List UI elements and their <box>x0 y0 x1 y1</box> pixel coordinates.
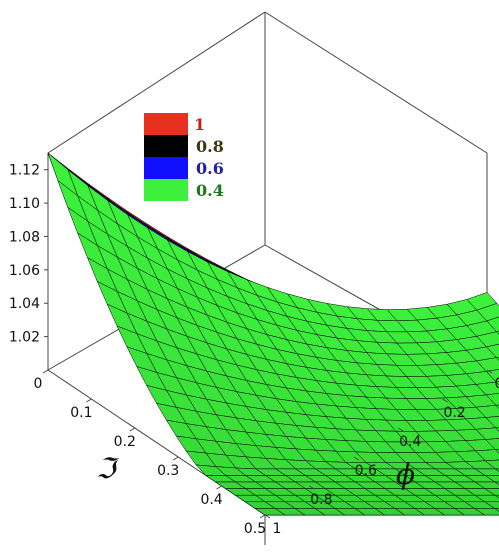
z-tick-label: 1.02 <box>9 330 40 346</box>
x-axis-title: ℑ <box>96 452 120 485</box>
x-tick-label: 0.4 <box>200 492 222 508</box>
x-tick-label: 0.2 <box>114 434 136 450</box>
z-tick-label: 1.10 <box>9 196 40 212</box>
legend-label: 0.4 <box>196 181 224 200</box>
y-tick-label: 1 <box>273 521 282 537</box>
legend-label: 0.6 <box>196 159 224 178</box>
z-tick-label: 1.08 <box>9 229 40 245</box>
x-tick-mark <box>86 399 91 402</box>
legend-swatch <box>144 157 188 179</box>
x-tick-mark <box>173 457 178 460</box>
z-tick-label: 1.06 <box>9 263 40 279</box>
z-axis-ticks: 1.02 1.04 1.06 1.08 1.10 1.12 <box>9 163 48 346</box>
legend: 1 0.8 0.6 0.4 <box>144 113 224 201</box>
x-tick-label: 0.5 <box>244 521 266 537</box>
y-tick-label: 0.6 <box>355 463 377 479</box>
legend-swatch <box>144 135 188 157</box>
surfaces <box>48 153 499 515</box>
y-tick-label: 0.2 <box>443 405 465 421</box>
y-tick-mark <box>265 515 270 518</box>
z-tick-label: 1.12 <box>9 163 40 179</box>
surface-series-0.4 <box>48 153 499 515</box>
y-axis-title: ϕ <box>396 458 415 491</box>
x-tick-label: 0 <box>34 376 43 392</box>
legend-label: 0.8 <box>196 137 224 156</box>
y-tick-label: 0.8 <box>310 492 332 508</box>
x-tick-label: 0.1 <box>70 405 92 421</box>
legend-swatch <box>144 179 188 201</box>
y-tick-label: 0.4 <box>399 434 421 450</box>
x-tick-mark <box>260 515 265 518</box>
legend-swatch <box>144 113 188 135</box>
x-tick-mark <box>43 370 48 373</box>
legend-label: 1 <box>194 115 205 134</box>
y-tick-label: 0 <box>495 376 499 392</box>
box-edge-top-right <box>265 12 487 153</box>
x-tick-label: 0.3 <box>157 463 179 479</box>
x-tick-mark <box>217 486 222 489</box>
z-tick-label: 1.04 <box>9 296 40 312</box>
x-tick-mark <box>130 428 135 431</box>
